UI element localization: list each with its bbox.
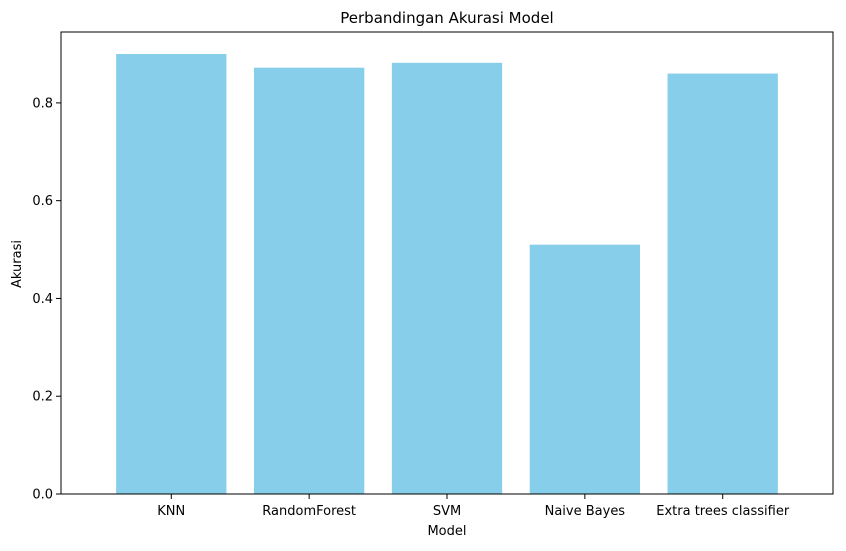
y-tick-label: 0.4 [32, 292, 53, 307]
bars-layer [116, 54, 778, 495]
y-ticks-layer: 0.0 0.2 0.4 0.6 0.8 [32, 96, 61, 503]
y-tick-label: 0.8 [32, 96, 53, 111]
chart-title: Perbandingan Akurasi Model [340, 9, 553, 27]
bar-randomforest [254, 67, 365, 494]
x-tick-label: Extra trees classifier [656, 504, 790, 519]
x-tick-label: Naive Bayes [545, 504, 626, 519]
y-tick-label: 0.2 [32, 390, 53, 405]
x-tick-label: SVM [433, 504, 461, 519]
x-ticks-layer: KNN RandomForest SVM Naive Bayes Extra trees… [157, 494, 790, 519]
x-tick-label: KNN [157, 504, 185, 519]
y-tick-label: 0.6 [32, 194, 53, 209]
bar-extra-trees-classifier [667, 73, 778, 494]
y-tick-label: 0.0 [32, 488, 53, 503]
x-tick-label: RandomForest [262, 504, 356, 519]
bar-svm [391, 62, 503, 495]
x-axis-label: Model [427, 524, 466, 539]
bar-naive-bayes [529, 244, 640, 494]
y-axis-label: Akurasi [10, 240, 25, 288]
bar-knn [116, 54, 227, 494]
